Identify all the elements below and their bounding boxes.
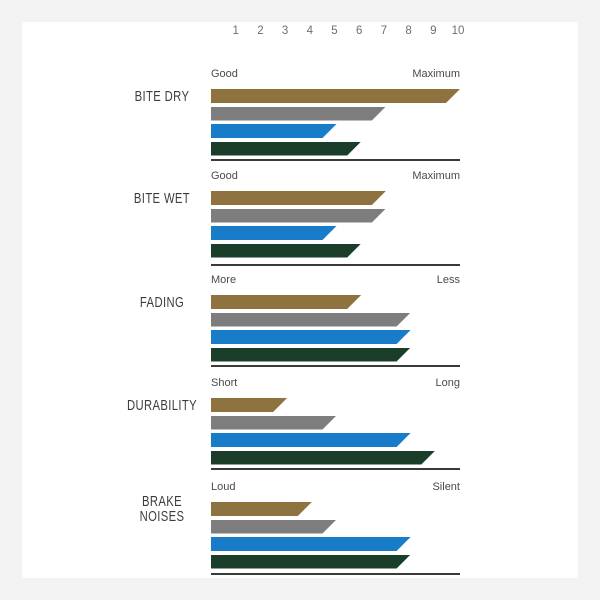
bar-dark-green-pad: [211, 244, 361, 258]
category-label: BITE WET: [133, 189, 191, 207]
axis-tick-6: 6: [355, 25, 363, 37]
bar-bronze-pad: [211, 502, 312, 516]
bar-dark-green-pad: [211, 555, 411, 569]
bar-bronze-pad: [211, 191, 386, 205]
endpoint-label-right: Maximum: [412, 170, 460, 182]
bar-blue-pad: [211, 537, 411, 551]
endpoint-labels: Short Long: [211, 377, 460, 389]
group-separator-line: [211, 468, 460, 470]
axis-tick-2: 2: [257, 25, 264, 37]
axis-tick-3: 3: [281, 25, 289, 37]
endpoint-label-left: Good: [211, 170, 238, 182]
group-separator-line: [211, 573, 460, 575]
bar-blue-pad: [211, 226, 337, 240]
endpoint-label-left: More: [211, 274, 237, 286]
bar-blue-pad: [211, 433, 411, 447]
bar-blue-pad: [211, 124, 337, 138]
group-separator-line: [211, 159, 460, 161]
endpoint-label-left: Loud: [211, 481, 236, 493]
category-label: FADING: [139, 293, 185, 311]
bar-dark-green-pad: [211, 348, 411, 362]
endpoint-labels: Loud Silent: [211, 481, 460, 493]
category-label: BITE DRY: [134, 87, 190, 105]
category-label: DURABILITY: [126, 396, 198, 414]
endpoint-label-left: Short: [211, 377, 238, 389]
bar-dark-green-pad: [211, 142, 361, 156]
axis-tick-9: 9: [430, 25, 437, 37]
endpoint-labels: More Less: [211, 274, 460, 286]
bar-grey-pad: [211, 209, 386, 223]
endpoint-label-right: Less: [436, 274, 460, 286]
bar-bronze-pad: [211, 89, 460, 103]
bar-bronze-pad: [211, 295, 361, 309]
bar-grey-pad: [211, 520, 337, 534]
bar-grey-pad: [211, 107, 386, 121]
endpoint-label-left: Good: [211, 68, 238, 80]
endpoint-labels: Good Maximum: [211, 68, 460, 80]
axis-tick-4: 4: [306, 25, 313, 37]
axis-tick-10: 10: [451, 25, 465, 37]
bar-grey-pad: [211, 416, 337, 430]
bar-dark-green-pad: [211, 451, 435, 465]
axis-tick-1: 1: [232, 25, 239, 37]
endpoint-label-right: Silent: [432, 481, 460, 493]
bar-blue-pad: [211, 330, 411, 344]
bar-grey-pad: [211, 313, 411, 327]
bar-bronze-pad: [211, 398, 287, 412]
group-separator-line: [211, 365, 460, 367]
chart-panel: 1 2 3 4 5 6 7 8 9 10 BITE DRY Good Maximum BITE WET G…: [22, 22, 578, 578]
axis-tick-5: 5: [331, 25, 338, 37]
endpoint-label-right: Maximum: [412, 68, 460, 80]
endpoint-label-right: Long: [435, 377, 460, 389]
axis-tick-8: 8: [405, 25, 412, 37]
axis-tick-7: 7: [380, 25, 388, 37]
group-separator-line: [211, 264, 460, 266]
endpoint-labels: Good Maximum: [211, 170, 460, 182]
category-label: BRAKE NOISES: [139, 493, 185, 525]
